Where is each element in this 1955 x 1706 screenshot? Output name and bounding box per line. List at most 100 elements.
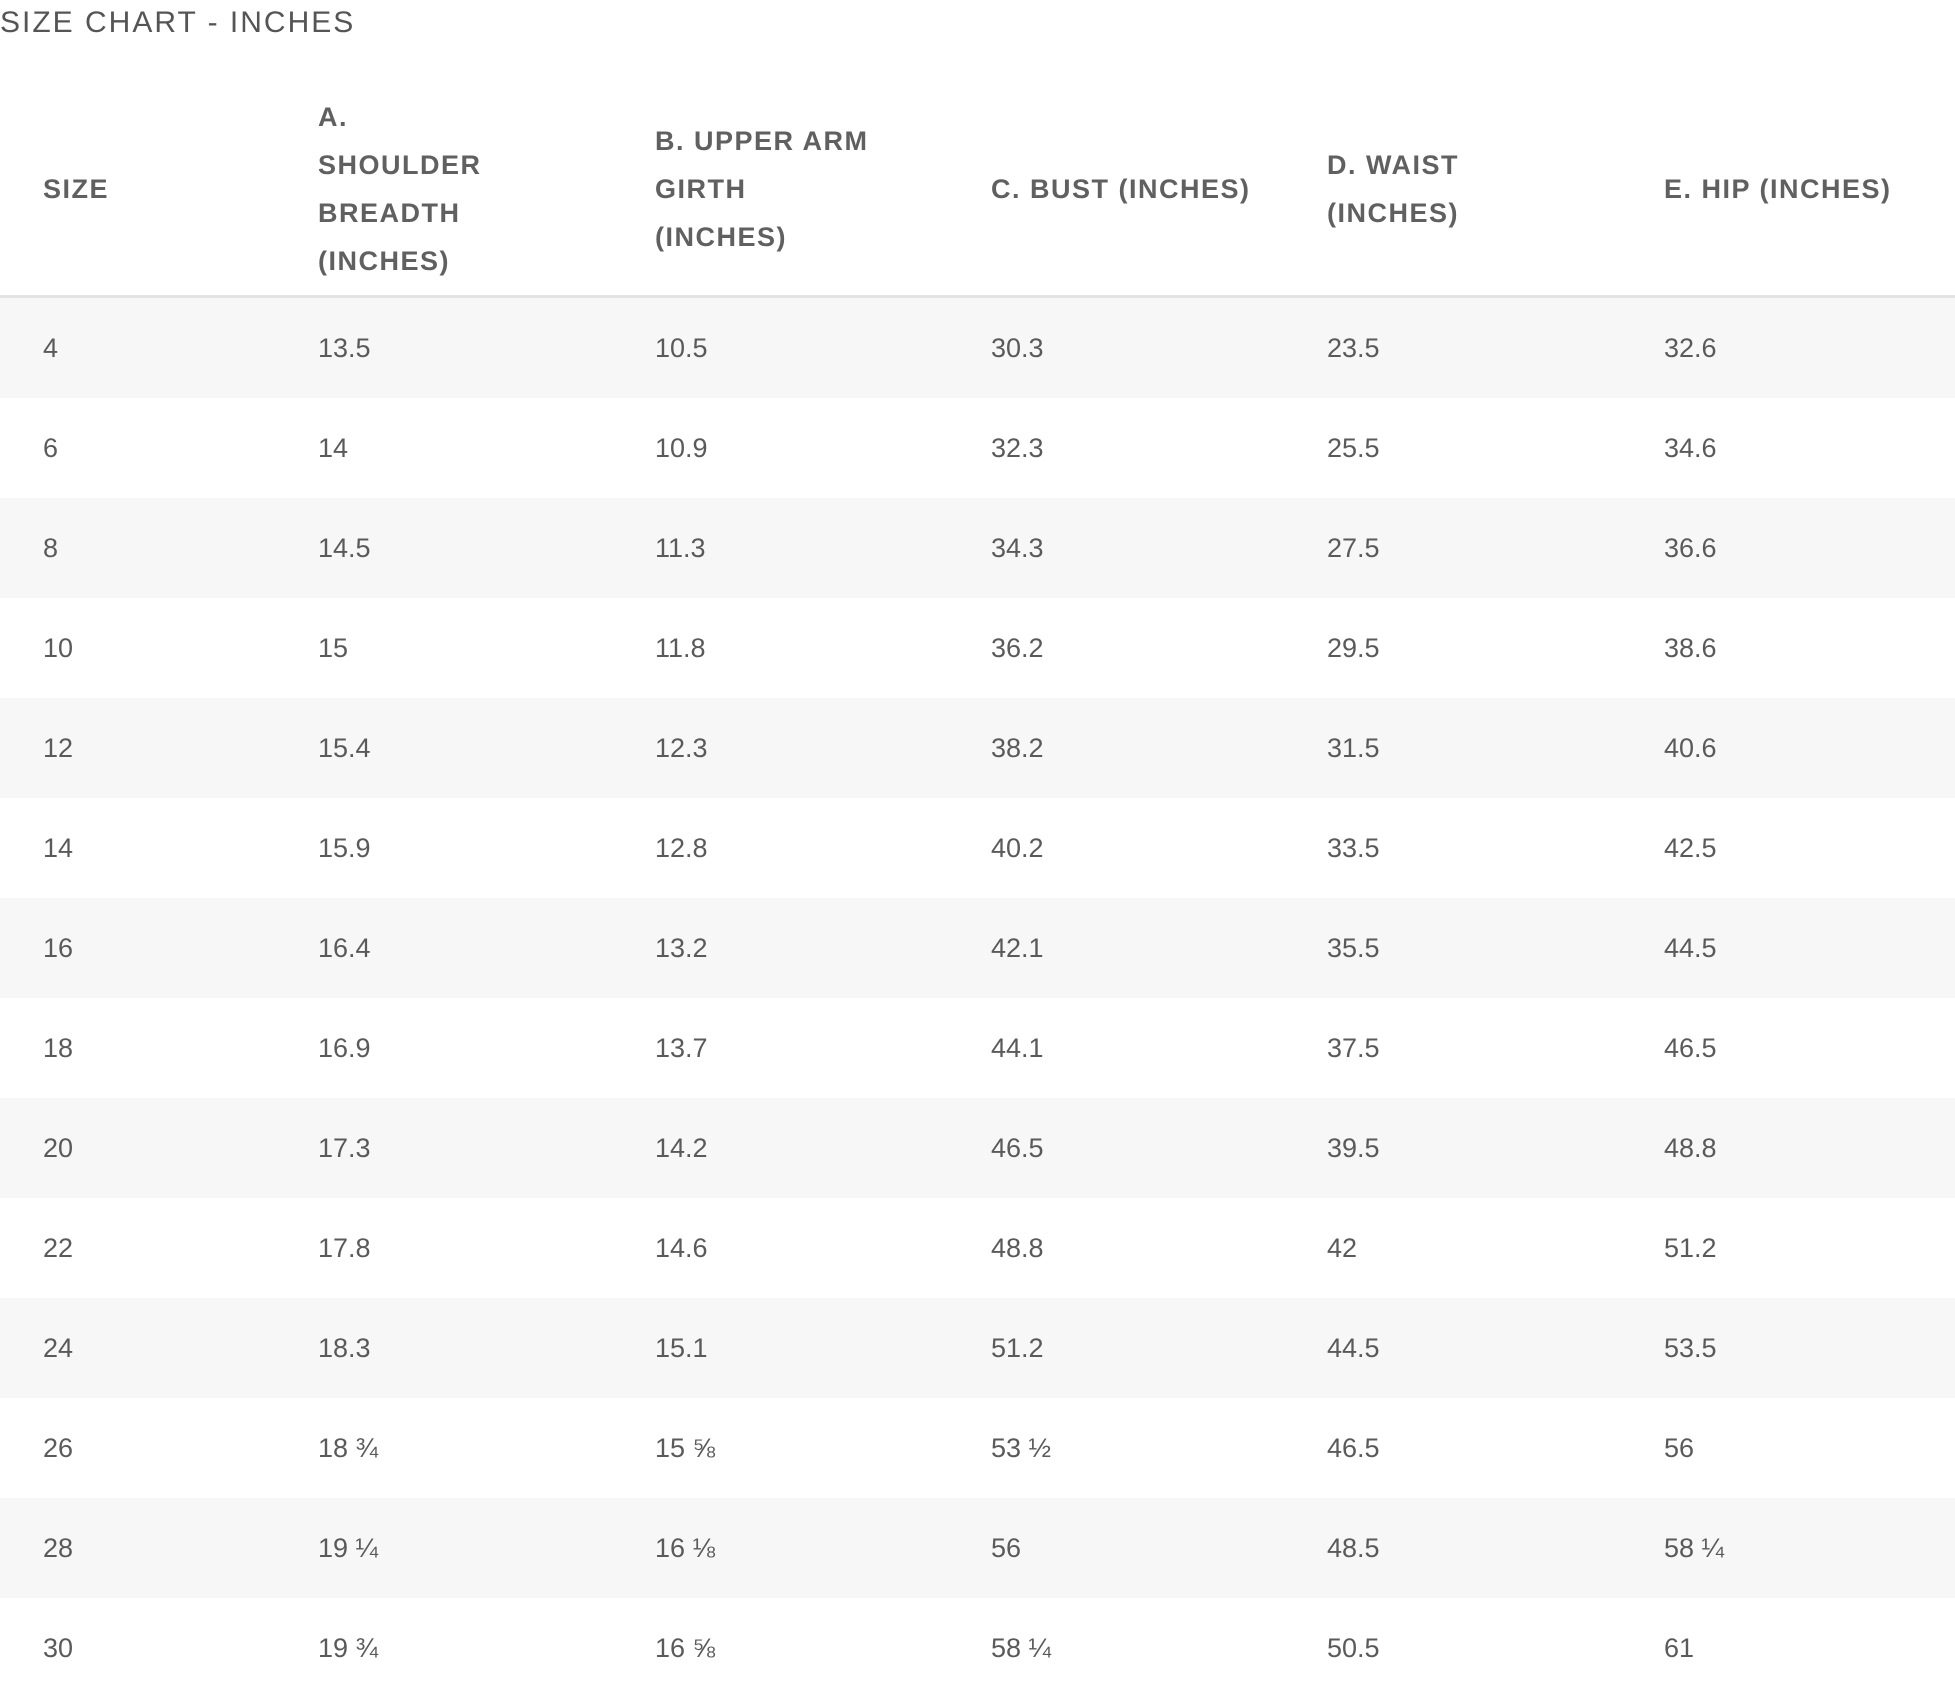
cell-upper-arm-girth: 14.6: [655, 1232, 708, 1263]
table-row: 8 14.5 11.3 34.3 27.5 36.6: [0, 498, 1955, 598]
table-row: 26 18 ¾ 15 ⅝ 53 ½ 46.5 56: [0, 1398, 1955, 1498]
cell-size: 8: [43, 532, 59, 563]
cell-waist: 50.5: [1327, 1632, 1380, 1663]
cell-hip: 53.5: [1664, 1332, 1717, 1363]
cell-upper-arm-girth: 12.8: [655, 832, 708, 863]
cell-shoulder-breadth: 19 ¾: [318, 1632, 379, 1663]
cell-hip: 61: [1664, 1632, 1695, 1663]
cell-upper-arm-girth: 16 ⅝: [655, 1632, 716, 1663]
cell-waist: 33.5: [1327, 832, 1380, 863]
cell-waist: 35.5: [1327, 932, 1380, 963]
table-row: 30 19 ¾ 16 ⅝ 58 ¼ 50.5 61: [0, 1598, 1955, 1698]
cell-upper-arm-girth: 10.5: [655, 332, 708, 363]
cell-bust: 56: [991, 1532, 1022, 1563]
cell-bust: 51.2: [991, 1332, 1044, 1363]
cell-size: 12: [43, 732, 74, 763]
cell-hip: 38.6: [1664, 632, 1717, 663]
size-chart-table: SIZE A. SHOULDER BREADTH (INCHES) B. UPP…: [0, 82, 1955, 1698]
column-header-label: B. UPPER ARM GIRTH (INCHES): [655, 125, 869, 252]
cell-upper-arm-girth: 13.7: [655, 1032, 708, 1063]
cell-waist: 29.5: [1327, 632, 1380, 663]
cell-bust: 44.1: [991, 1032, 1044, 1063]
column-header-label: E. HIP (INCHES): [1664, 173, 1892, 204]
header-row: SIZE A. SHOULDER BREADTH (INCHES) B. UPP…: [0, 82, 1955, 298]
cell-size: 6: [43, 432, 59, 463]
cell-size: 30: [43, 1632, 74, 1663]
column-header-upper-arm-girth: B. UPPER ARM GIRTH (INCHES): [612, 82, 948, 298]
cell-bust: 46.5: [991, 1132, 1044, 1163]
table-row: 22 17.8 14.6 48.8 42 51.2: [0, 1198, 1955, 1298]
cell-upper-arm-girth: 13.2: [655, 932, 708, 963]
table-body: 4 13.5 10.5 30.3 23.5 32.6 6 14 10.9 32.3 25.5 34.6…: [0, 296, 1955, 1698]
cell-upper-arm-girth: 14.2: [655, 1132, 708, 1163]
cell-size: 10: [43, 632, 74, 663]
cell-shoulder-breadth: 19 ¼: [318, 1532, 379, 1563]
table-row: 18 16.9 13.7 44.1 37.5 46.5: [0, 998, 1955, 1098]
column-header-label: C. BUST (INCHES): [991, 173, 1251, 204]
cell-hip: 48.8: [1664, 1132, 1717, 1163]
cell-upper-arm-girth: 11.3: [655, 532, 706, 563]
table-row: 24 18.3 15.1 51.2 44.5 53.5: [0, 1298, 1955, 1398]
cell-size: 18: [43, 1032, 74, 1063]
cell-waist: 37.5: [1327, 1032, 1380, 1063]
cell-hip: 46.5: [1664, 1032, 1717, 1063]
cell-size: 14: [43, 832, 74, 863]
cell-shoulder-breadth: 13.5: [318, 332, 371, 363]
cell-upper-arm-girth: 12.3: [655, 732, 708, 763]
column-header-bust: C. BUST (INCHES): [948, 82, 1284, 298]
table-row: 16 16.4 13.2 42.1 35.5 44.5: [0, 898, 1955, 998]
table-header: SIZE A. SHOULDER BREADTH (INCHES) B. UPP…: [0, 82, 1955, 298]
cell-bust: 32.3: [991, 432, 1044, 463]
cell-upper-arm-girth: 15 ⅝: [655, 1432, 716, 1463]
column-header-label: A. SHOULDER BREADTH (INCHES): [318, 101, 482, 276]
cell-bust: 34.3: [991, 532, 1044, 563]
cell-bust: 30.3: [991, 332, 1044, 363]
page-title: SIZE CHART - INCHES: [0, 6, 356, 39]
cell-waist: 46.5: [1327, 1432, 1380, 1463]
cell-bust: 53 ½: [991, 1432, 1052, 1463]
cell-shoulder-breadth: 16.4: [318, 932, 371, 963]
cell-shoulder-breadth: 15.9: [318, 832, 371, 863]
cell-size: 4: [43, 332, 59, 363]
column-header-hip: E. HIP (INCHES): [1621, 82, 1955, 298]
table-row: 14 15.9 12.8 40.2 33.5 42.5: [0, 798, 1955, 898]
cell-waist: 42: [1327, 1232, 1358, 1263]
cell-shoulder-breadth: 17.8: [318, 1232, 371, 1263]
cell-bust: 48.8: [991, 1232, 1044, 1263]
cell-upper-arm-girth: 16 ⅛: [655, 1532, 716, 1563]
table-row: 12 15.4 12.3 38.2 31.5 40.6: [0, 698, 1955, 798]
cell-waist: 23.5: [1327, 332, 1380, 363]
cell-hip: 56: [1664, 1432, 1695, 1463]
cell-hip: 51.2: [1664, 1232, 1717, 1263]
cell-shoulder-breadth: 16.9: [318, 1032, 371, 1063]
cell-hip: 40.6: [1664, 732, 1717, 763]
column-header-shoulder-breadth: A. SHOULDER BREADTH (INCHES): [275, 82, 612, 298]
cell-shoulder-breadth: 14.5: [318, 532, 371, 563]
cell-waist: 44.5: [1327, 1332, 1380, 1363]
column-header-label: SIZE: [43, 173, 110, 204]
cell-waist: 31.5: [1327, 732, 1380, 763]
column-header-size: SIZE: [0, 82, 275, 298]
cell-hip: 42.5: [1664, 832, 1717, 863]
cell-upper-arm-girth: 11.8: [655, 632, 706, 663]
table-row: 6 14 10.9 32.3 25.5 34.6: [0, 398, 1955, 498]
cell-size: 16: [43, 932, 74, 963]
cell-size: 24: [43, 1332, 74, 1363]
cell-hip: 58 ¼: [1664, 1532, 1725, 1563]
cell-shoulder-breadth: 18 ¾: [318, 1432, 379, 1463]
column-header-waist: D. WAIST (INCHES): [1284, 82, 1621, 298]
cell-bust: 58 ¼: [991, 1632, 1052, 1663]
cell-hip: 44.5: [1664, 932, 1717, 963]
cell-shoulder-breadth: 17.3: [318, 1132, 371, 1163]
cell-upper-arm-girth: 10.9: [655, 432, 708, 463]
cell-shoulder-breadth: 15: [318, 632, 349, 663]
cell-bust: 42.1: [991, 932, 1044, 963]
cell-shoulder-breadth: 15.4: [318, 732, 371, 763]
cell-shoulder-breadth: 18.3: [318, 1332, 371, 1363]
cell-bust: 40.2: [991, 832, 1044, 863]
column-header-label: D. WAIST (INCHES): [1327, 149, 1459, 228]
cell-waist: 25.5: [1327, 432, 1380, 463]
cell-hip: 34.6: [1664, 432, 1717, 463]
cell-waist: 48.5: [1327, 1532, 1380, 1563]
cell-hip: 32.6: [1664, 332, 1717, 363]
